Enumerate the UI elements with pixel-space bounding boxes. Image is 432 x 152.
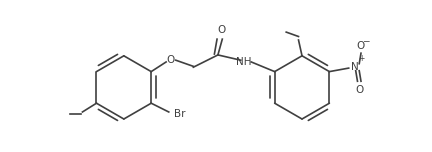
Text: N: N <box>351 62 359 72</box>
Text: Br: Br <box>174 109 185 119</box>
Text: O: O <box>217 25 226 35</box>
Text: O: O <box>357 41 365 51</box>
Text: +: + <box>359 54 365 63</box>
Text: NH: NH <box>236 57 252 67</box>
Text: −: − <box>362 36 370 45</box>
Text: O: O <box>355 85 363 95</box>
Text: O: O <box>166 55 175 65</box>
